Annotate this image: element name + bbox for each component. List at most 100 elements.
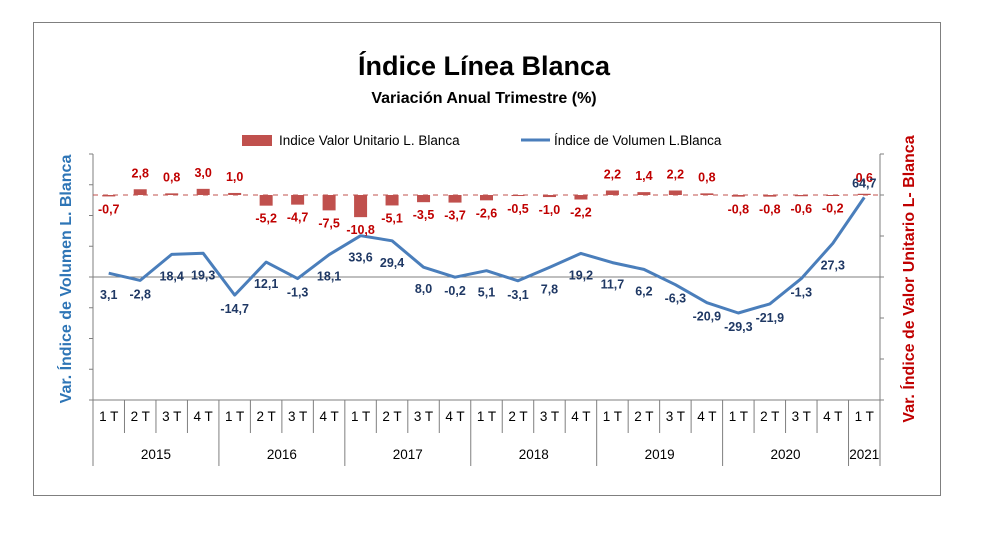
year-label: 2020	[771, 447, 801, 462]
bar-unit-value	[542, 195, 556, 198]
year-label: 2015	[141, 447, 171, 462]
quarter-tick-label: 4 T	[445, 409, 464, 424]
quarter-tick-label: 3 T	[666, 409, 685, 424]
quarter-tick-label: 3 T	[414, 409, 433, 424]
x-axis: 1 T 2 T 3 T 4 T 1 T 2 T 3 T 4 T 1 T 2 T 3 T 4 T 1 T 2…	[92, 399, 881, 466]
bar-data-label: -10,8	[346, 223, 375, 237]
legend-label-volume: Índice de Volumen L.Blanca	[554, 133, 722, 148]
bar-data-label: -5,2	[255, 212, 277, 226]
quarter-tick-label: 4 T	[823, 409, 842, 424]
line-data-label: -0,2	[444, 284, 466, 298]
bar-data-label: 1,0	[226, 170, 243, 184]
bar-data-label: -0,5	[507, 202, 529, 216]
bar-data-label: -3,5	[413, 208, 435, 222]
quarter-tick-label: 2 T	[257, 409, 276, 424]
bar-unit-value	[417, 195, 431, 203]
chart: Índice Línea Blanca Variación Anual Trim…	[56, 50, 918, 466]
bar-unit-value	[763, 195, 777, 197]
bar-data-label: -2,6	[476, 206, 498, 220]
bar-data-label: -1,0	[539, 203, 561, 217]
line-data-label: 19,3	[191, 268, 215, 282]
bar-unit-value	[259, 195, 273, 206]
line-data-label: 18,1	[317, 270, 341, 284]
bar-data-label: -4,7	[287, 211, 309, 225]
year-label: 2021	[849, 447, 879, 462]
bar-unit-value	[102, 195, 116, 197]
line-data-label: 11,7	[601, 278, 625, 292]
line-data-label: 19,2	[569, 268, 593, 282]
legend: Indice Valor Unitario L. Blanca Índice d…	[242, 133, 722, 148]
year-label: 2019	[645, 447, 675, 462]
quarter-tick-label: 2 T	[760, 409, 779, 424]
bar-data-label: -5,1	[381, 211, 403, 225]
line-data-label: 18,4	[160, 269, 184, 283]
bar-unit-value	[857, 193, 871, 195]
quarter-tick-label: 1 T	[351, 409, 370, 424]
quarter-tick-label: 2 T	[634, 409, 653, 424]
line-data-label: 12,1	[254, 277, 278, 291]
bar-data-label: -2,2	[570, 206, 592, 220]
line-data-label: -1,3	[287, 286, 309, 300]
bar-unit-value	[228, 192, 242, 195]
bar-unit-value	[826, 195, 840, 196]
quarter-tick-label: 2 T	[508, 409, 527, 424]
year-label: 2018	[519, 447, 549, 462]
quarter-tick-label: 4 T	[194, 409, 213, 424]
bar-unit-value	[133, 189, 147, 195]
bar-data-label: 0,6	[856, 171, 873, 185]
bar-unit-value	[794, 195, 808, 197]
bar-data-label: -0,2	[822, 201, 844, 215]
quarter-tick-label: 4 T	[571, 409, 590, 424]
line-data-label: -20,9	[693, 310, 722, 324]
bar-data-label: -0,7	[98, 202, 120, 216]
quarter-tick-label: 3 T	[540, 409, 559, 424]
line-data-label: -21,9	[756, 311, 785, 325]
line-series-volume	[108, 196, 866, 315]
bar-data-label: -0,8	[759, 203, 781, 217]
quarter-tick-label: 1 T	[603, 409, 622, 424]
bar-unit-value	[731, 195, 745, 197]
bar-unit-value	[480, 195, 493, 201]
quarter-tick-label: 2 T	[131, 409, 150, 424]
line-data-label: -2,8	[129, 287, 151, 301]
quarter-tick-label: 1 T	[855, 409, 874, 424]
chart-title: Índice Línea Blanca	[358, 50, 611, 81]
line-data-label: -6,3	[665, 292, 687, 306]
bar-data-label: 0,8	[698, 170, 715, 184]
line-data-label: 6,2	[635, 284, 652, 298]
bar-unit-value	[637, 192, 651, 195]
line-data-label: 27,3	[821, 258, 845, 272]
legend-label-unit-value: Indice Valor Unitario L. Blanca	[279, 133, 460, 148]
bar-unit-value	[291, 195, 305, 205]
chart-subtitle: Variación Anual Trimestre (%)	[371, 90, 596, 107]
bar-series-unit-value	[102, 188, 871, 218]
quarter-tick-label: 1 T	[477, 409, 496, 424]
line-data-label: 64,7	[852, 176, 876, 190]
quarter-tick-label: 4 T	[319, 409, 338, 424]
quarter-tick-label: 1 T	[225, 409, 244, 424]
bar-data-label: 0,8	[163, 170, 180, 184]
data-labels: -0,7 2,8 0,8 3,0 1,0 -5,2 -4,7 -7,5 -10,8 -5,1 -3,…	[98, 166, 876, 334]
bar-unit-value	[322, 195, 336, 211]
line-data-label: 3,1	[100, 288, 117, 302]
bar-data-label: 1,4	[635, 169, 652, 183]
year-label: 2017	[393, 447, 423, 462]
legend-swatch-unit-value	[242, 135, 272, 146]
bar-unit-value	[448, 195, 462, 203]
quarter-tick-label: 4 T	[697, 409, 716, 424]
line-data-label: -3,1	[507, 288, 529, 302]
bar-unit-value	[605, 190, 619, 195]
bar-unit-value	[385, 195, 399, 206]
bar-unit-value	[574, 195, 588, 200]
quarter-tick-label: 3 T	[162, 409, 181, 424]
bar-data-label: 2,2	[667, 167, 684, 181]
line-data-label: 29,4	[380, 256, 404, 270]
bar-unit-value	[700, 193, 714, 195]
bar-data-label: 2,2	[604, 167, 621, 181]
bar-data-label: -7,5	[318, 216, 340, 230]
line-data-label: 33,6	[348, 251, 372, 265]
bar-data-label: 2,8	[132, 166, 149, 180]
quarter-tick-label: 3 T	[792, 409, 811, 424]
bar-data-label: -3,7	[444, 209, 466, 223]
quarter-tick-label: 2 T	[382, 409, 401, 424]
